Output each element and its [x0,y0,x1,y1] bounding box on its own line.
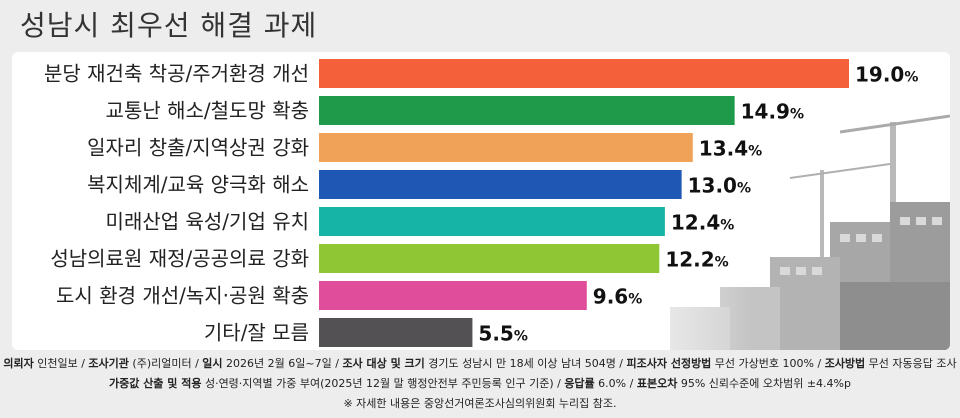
value-unit: % [715,255,729,271]
footnote-value: 성·연령·지역별 가중 부여(2025년 12월 말 행정안전부 주민등록 인구… [201,377,554,390]
value-number: 12.4 [671,211,720,235]
value-number: 13.4 [699,137,748,161]
bar [319,318,473,347]
footnote-separator: / [615,357,627,370]
footnote-value: 무선 가상번호 100% [711,357,814,370]
footnote-key: 의뢰자 [3,357,34,370]
footnote-value: 무선 자동응답 조사 [865,357,957,370]
bar-chart: 분당 재건축 착공/주거환경 개선 19.0% 교통난 해소/철도망 확충 14.9%… [44,59,918,347]
value-number: 12.2 [665,248,714,272]
footnote-key: 조사기관 [88,357,129,370]
value-unit: % [628,292,642,308]
value-label: 13.0% [688,174,751,198]
value-label: 14.9% [741,100,804,124]
value-unit: % [748,144,762,160]
value-unit: % [720,218,734,234]
value-number: 9.6 [593,285,628,309]
footnote-key: 조사 대상 및 크기 [342,357,425,370]
footnote-line-2: 가중값 산출 및 적용 성·연령·지역별 가중 부여(2025년 12월 말 행… [0,374,960,394]
value-number: 14.9 [741,100,790,124]
category-label: 교통난 해소/철도망 확충 [106,99,309,123]
value-label: 5.5% [478,322,527,346]
category-label: 일자리 창출/지역상권 강화 [87,136,309,160]
footnote-value: 경기도 성남시 만 18세 이상 남녀 504명 [424,357,616,370]
footnote-separator: / [553,377,565,390]
footnote-line-1: 의뢰자 인천일보 / 조사기관 (주)리얼미터 / 일시 2026년 2월 6일… [0,354,960,374]
footnote-separator: / [626,377,637,390]
category-label: 미래산업 육성/기업 유치 [106,210,309,234]
footnote-value: 95% 신뢰수준에 오차범위 ±4.4%p [677,377,851,390]
value-unit: % [904,70,918,86]
bar [319,244,660,273]
footnote-value: (주)리얼미터 [128,357,192,370]
footnote-key: 피조사자 선정방법 [626,357,712,370]
footnote-value: 인천일보 [33,357,78,370]
category-label: 분당 재건축 착공/주거환경 개선 [44,62,309,86]
bar [319,170,682,199]
footnote-key: 표본오차 [636,377,678,390]
category-label: 복지체계/교육 양극화 해소 [87,173,309,197]
survey-footnote: 의뢰자 인천일보 / 조사기관 (주)리얼미터 / 일시 2026년 2월 6일… [0,354,960,414]
category-label: 성남의료원 재정/공공의료 강화 [50,247,309,271]
category-label: 기타/잘 모름 [204,321,309,345]
bar [319,207,665,236]
value-unit: % [737,181,751,197]
value-number: 13.0 [688,174,737,198]
category-label: 도시 환경 개선/녹지·공원 확충 [56,284,309,308]
footnote-separator: / [813,357,825,370]
value-number: 19.0 [855,63,904,87]
bar [319,133,693,162]
bar [319,96,735,125]
footnote-value: 6.0% [594,377,627,390]
footnote-key: 조사방법 [824,357,866,370]
footnote-key: 가중값 산출 및 적용 [109,377,202,390]
chart-title: 성남시 최우선 해결 과제 [20,9,318,42]
footnote-value: 2026년 2월 6일~7일 [222,357,332,370]
bar [319,59,849,88]
footnote-separator: / [191,357,203,370]
footnote-key: 응답률 [564,377,595,390]
value-label: 19.0% [855,63,918,87]
value-number: 5.5 [478,322,513,346]
value-unit: % [514,329,528,345]
footnote-separator: / [77,357,89,370]
footnote-separator: / [331,357,343,370]
value-label: 12.4% [671,211,734,235]
value-unit: % [790,107,804,123]
value-label: 12.2% [665,248,728,272]
footnote-line-3: ※ 자세한 내용은 중앙선거여론조사심의위원회 누리집 참조. [343,397,617,410]
value-label: 9.6% [593,285,642,309]
bar [319,281,587,310]
footnote-key: 일시 [202,357,223,370]
value-label: 13.4% [699,137,762,161]
